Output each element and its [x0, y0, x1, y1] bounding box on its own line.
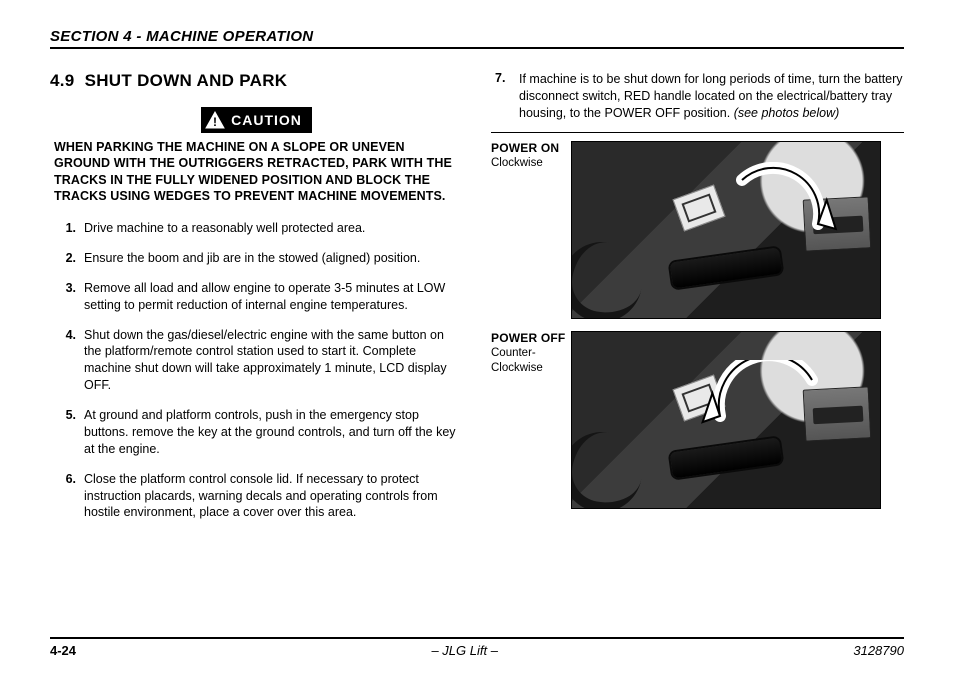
- power-on-title: POWER ON: [491, 141, 571, 157]
- power-on-label: POWER ON Clockwise: [491, 141, 571, 172]
- caution-label: CAUTION: [227, 109, 310, 131]
- step-item: Ensure the boom and jib are in the stowe…: [78, 250, 463, 267]
- warning-triangle-icon: !: [203, 109, 227, 131]
- svg-text:!: !: [213, 115, 217, 129]
- see-photos-note: (see photos below): [734, 106, 840, 120]
- photo-panel: [803, 386, 872, 441]
- step-item: Shut down the gas/diesel/electric engine…: [78, 327, 463, 395]
- footer-mid: – JLG Lift –: [431, 643, 497, 658]
- two-column-layout: 4.9 SHUT DOWN AND PARK ! CAUTION WHEN PA…: [50, 71, 904, 534]
- subsection-heading: 4.9 SHUT DOWN AND PARK: [50, 71, 463, 91]
- left-column: 4.9 SHUT DOWN AND PARK ! CAUTION WHEN PA…: [50, 71, 463, 534]
- step-item: At ground and platform controls, push in…: [78, 407, 463, 458]
- section-header: SECTION 4 - MACHINE OPERATION: [50, 28, 904, 49]
- power-off-photo: [571, 331, 881, 509]
- right-column: 7. If machine is to be shut down for lon…: [491, 71, 904, 534]
- step-7-number: 7.: [491, 71, 519, 122]
- step-7-body: If machine is to be shut down for long p…: [519, 72, 903, 120]
- power-off-title: POWER OFF: [491, 331, 571, 347]
- page: SECTION 4 - MACHINE OPERATION 4.9 SHUT D…: [0, 0, 954, 676]
- power-off-block: POWER OFF Counter- Clockwise: [491, 331, 904, 509]
- heading-number: 4.9: [50, 71, 75, 90]
- page-footer: 4-24 – JLG Lift – 3128790: [50, 637, 904, 658]
- power-off-sub2: Clockwise: [491, 361, 571, 376]
- power-on-photo: [571, 141, 881, 319]
- power-on-sub: Clockwise: [491, 156, 571, 171]
- caution-badge: ! CAUTION: [201, 107, 312, 133]
- step-7: 7. If machine is to be shut down for lon…: [491, 71, 904, 122]
- steps-list: Drive machine to a reasonably well prote…: [50, 220, 463, 521]
- doc-number: 3128790: [853, 643, 904, 658]
- step-item: Drive machine to a reasonably well prote…: [78, 220, 463, 237]
- caution-paragraph: WHEN PARKING THE MACHINE ON A SLOPE OR U…: [54, 139, 459, 204]
- divider: [491, 132, 904, 133]
- step-7-text: If machine is to be shut down for long p…: [519, 71, 904, 122]
- caution-badge-row: ! CAUTION: [50, 107, 463, 133]
- photo-panel: [803, 196, 872, 251]
- power-off-sub1: Counter-: [491, 346, 571, 361]
- step-item: Remove all load and allow engine to oper…: [78, 280, 463, 314]
- power-on-block: POWER ON Clockwise: [491, 141, 904, 319]
- power-off-label: POWER OFF Counter- Clockwise: [491, 331, 571, 376]
- page-number: 4-24: [50, 643, 76, 658]
- heading-title: SHUT DOWN AND PARK: [85, 71, 288, 90]
- step-item: Close the platform control console lid. …: [78, 471, 463, 522]
